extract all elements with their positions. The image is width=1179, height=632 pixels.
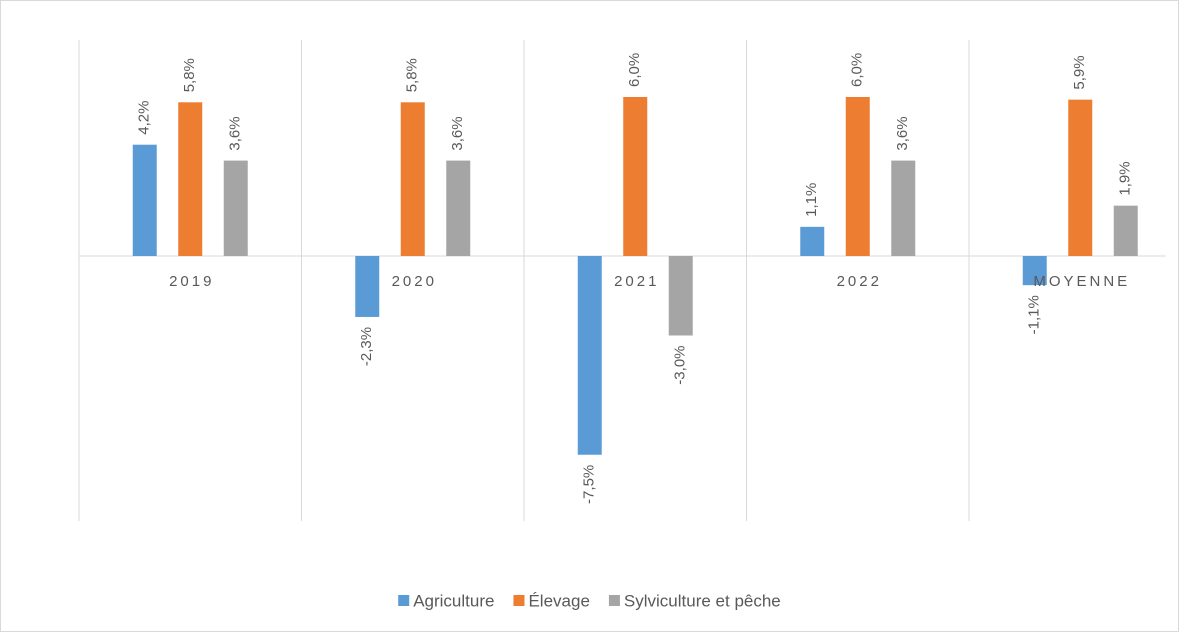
bar bbox=[1022, 256, 1047, 286]
legend-label: Élevage bbox=[528, 591, 589, 610]
x-tick-label: 2020 bbox=[392, 273, 437, 290]
legend-swatch bbox=[513, 595, 525, 606]
legend-label: Sylviculture et pêche bbox=[624, 591, 781, 610]
value-label: -1,1% bbox=[1026, 295, 1043, 334]
legend-swatch bbox=[608, 595, 620, 606]
bar bbox=[178, 102, 203, 256]
bar bbox=[132, 144, 157, 256]
bar bbox=[223, 160, 248, 256]
value-label: 6,0% bbox=[626, 53, 643, 87]
legend-swatch bbox=[398, 595, 410, 606]
value-label: 3,6% bbox=[894, 116, 911, 150]
bar bbox=[668, 256, 693, 336]
bar bbox=[891, 160, 916, 256]
value-label: -7,5% bbox=[581, 465, 598, 504]
bar bbox=[355, 256, 380, 317]
bar bbox=[446, 160, 471, 256]
value-label: 5,8% bbox=[181, 58, 198, 92]
value-label: 6,0% bbox=[849, 53, 866, 87]
x-tick-label: 2022 bbox=[837, 273, 882, 290]
bar bbox=[577, 256, 602, 455]
legend-label: Agriculture bbox=[413, 591, 494, 610]
value-label: 1,1% bbox=[803, 183, 820, 217]
bar bbox=[800, 226, 825, 256]
value-label: 5,9% bbox=[1071, 55, 1088, 89]
value-label: 3,6% bbox=[227, 116, 244, 150]
x-tick-label: 2019 bbox=[169, 273, 214, 290]
value-label: 4,2% bbox=[136, 100, 153, 134]
bar bbox=[1113, 205, 1138, 256]
value-label: -3,0% bbox=[672, 346, 689, 385]
x-tick-label: MOYENNE bbox=[1033, 273, 1130, 290]
value-label: -2,3% bbox=[358, 327, 375, 366]
x-tick-label: 2021 bbox=[614, 273, 659, 290]
value-label: 1,9% bbox=[1117, 161, 1134, 195]
bar bbox=[400, 102, 425, 256]
bar bbox=[1068, 99, 1093, 257]
value-label: 5,8% bbox=[404, 58, 421, 92]
bar bbox=[623, 97, 648, 256]
bar bbox=[845, 97, 870, 256]
value-label: 3,6% bbox=[449, 116, 466, 150]
